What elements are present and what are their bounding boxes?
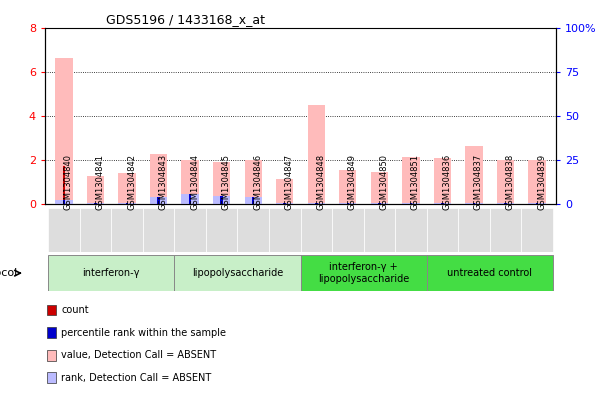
- Bar: [427, 208, 458, 252]
- Bar: [47, 327, 56, 338]
- Bar: [395, 208, 427, 252]
- Text: percentile rank within the sample: percentile rank within the sample: [61, 328, 226, 338]
- Bar: [150, 154, 167, 204]
- Bar: [364, 208, 395, 252]
- Bar: [245, 196, 262, 204]
- Bar: [63, 166, 66, 204]
- Bar: [497, 203, 514, 204]
- Text: value, Detection Call = ABSENT: value, Detection Call = ABSENT: [61, 350, 216, 360]
- Bar: [94, 203, 97, 204]
- Bar: [308, 105, 325, 204]
- Bar: [63, 200, 66, 204]
- Text: count: count: [61, 305, 89, 315]
- Bar: [189, 195, 191, 204]
- Bar: [535, 203, 538, 204]
- Bar: [87, 176, 104, 204]
- Bar: [55, 59, 73, 204]
- Bar: [48, 255, 174, 291]
- Bar: [347, 203, 349, 204]
- Bar: [434, 158, 451, 204]
- Text: GDS5196 / 1433168_x_at: GDS5196 / 1433168_x_at: [106, 13, 266, 26]
- Bar: [47, 305, 56, 316]
- Bar: [465, 203, 483, 204]
- Bar: [284, 203, 286, 204]
- Bar: [245, 160, 262, 204]
- Bar: [332, 208, 364, 252]
- Text: interferon-γ +
lipopolysaccharide: interferon-γ + lipopolysaccharide: [318, 263, 409, 284]
- Bar: [427, 255, 553, 291]
- Text: GSM1304850: GSM1304850: [379, 154, 388, 209]
- Text: GSM1304849: GSM1304849: [348, 154, 357, 209]
- Bar: [276, 203, 293, 204]
- Bar: [252, 196, 254, 204]
- Bar: [87, 203, 104, 204]
- Bar: [308, 203, 325, 204]
- Bar: [118, 203, 136, 204]
- Bar: [111, 208, 143, 252]
- Bar: [182, 160, 199, 204]
- Text: GSM1304844: GSM1304844: [190, 154, 199, 209]
- Bar: [213, 162, 230, 204]
- Text: lipopolysaccharide: lipopolysaccharide: [192, 268, 283, 278]
- Bar: [339, 170, 356, 204]
- Bar: [55, 200, 73, 204]
- Bar: [371, 172, 388, 204]
- Text: GSM1304840: GSM1304840: [64, 154, 73, 209]
- Text: GSM1304837: GSM1304837: [474, 153, 483, 209]
- Bar: [458, 208, 490, 252]
- Bar: [47, 350, 56, 361]
- Text: GSM1304839: GSM1304839: [537, 153, 546, 209]
- Bar: [221, 196, 223, 204]
- Text: protocol: protocol: [0, 268, 17, 278]
- Bar: [504, 203, 507, 204]
- Bar: [174, 255, 300, 291]
- Text: interferon-γ: interferon-γ: [82, 268, 140, 278]
- Bar: [521, 208, 553, 252]
- Bar: [371, 203, 388, 204]
- Bar: [300, 255, 427, 291]
- Text: GSM1304846: GSM1304846: [253, 153, 262, 209]
- Bar: [174, 208, 206, 252]
- Bar: [410, 203, 412, 204]
- Bar: [237, 208, 269, 252]
- Text: GSM1304843: GSM1304843: [159, 153, 168, 209]
- Bar: [150, 196, 167, 204]
- Bar: [126, 203, 129, 204]
- Bar: [441, 203, 444, 204]
- Bar: [47, 372, 56, 383]
- Bar: [378, 203, 380, 204]
- Bar: [143, 208, 174, 252]
- Bar: [213, 196, 230, 204]
- Text: GSM1304836: GSM1304836: [442, 153, 451, 209]
- Bar: [118, 173, 136, 204]
- Bar: [402, 157, 419, 204]
- Bar: [490, 208, 521, 252]
- Bar: [465, 146, 483, 204]
- Bar: [528, 203, 546, 204]
- Text: untreated control: untreated control: [447, 268, 532, 278]
- Bar: [276, 179, 293, 204]
- Bar: [472, 203, 475, 204]
- Text: GSM1304848: GSM1304848: [316, 153, 325, 209]
- Text: GSM1304847: GSM1304847: [285, 153, 294, 209]
- Bar: [434, 203, 451, 204]
- Text: GSM1304845: GSM1304845: [222, 154, 231, 209]
- Bar: [269, 208, 300, 252]
- Bar: [300, 208, 332, 252]
- Bar: [157, 196, 160, 204]
- Text: GSM1304851: GSM1304851: [411, 154, 420, 209]
- Bar: [528, 160, 546, 204]
- Text: rank, Detection Call = ABSENT: rank, Detection Call = ABSENT: [61, 373, 212, 383]
- Text: GSM1304842: GSM1304842: [127, 154, 136, 209]
- Text: GSM1304838: GSM1304838: [505, 153, 514, 209]
- Bar: [206, 208, 237, 252]
- Bar: [315, 203, 317, 204]
- Bar: [402, 203, 419, 204]
- Bar: [182, 195, 199, 204]
- Text: GSM1304841: GSM1304841: [96, 154, 105, 209]
- Bar: [339, 203, 356, 204]
- Bar: [48, 208, 80, 252]
- Bar: [80, 208, 111, 252]
- Bar: [497, 160, 514, 204]
